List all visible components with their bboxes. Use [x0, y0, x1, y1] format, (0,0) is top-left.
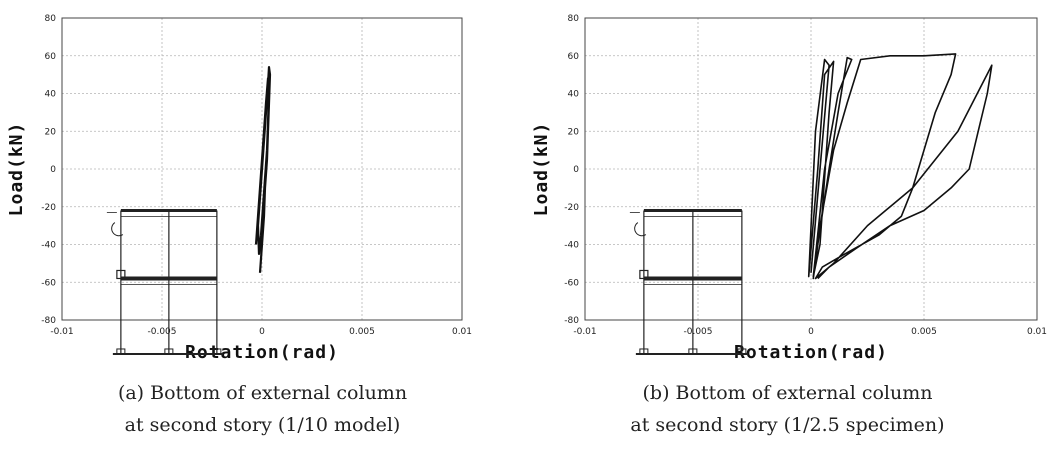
- plot-frame: [61, 17, 463, 321]
- chart-panel-b: 80 60 40 20 0 -20 -40 -60 -80 -0.01 -0.005 0 0.005 0.…: [525, 0, 1050, 460]
- chart-b-caption-line1: (b) Bottom of external column: [642, 382, 933, 404]
- x-tick-label: 0.01: [1027, 327, 1047, 337]
- y-tick-label: 40: [45, 90, 57, 100]
- x-tick-label: 0.005: [349, 327, 375, 337]
- y-tick-label: 80: [45, 14, 57, 24]
- frame-sketch-icon: [629, 209, 748, 355]
- y-axis-title: Load(kN): [6, 122, 27, 217]
- y-tick-label: -60: [564, 278, 579, 288]
- chart-a-caption-line1: (a) Bottom of external column: [117, 382, 408, 404]
- chart-b-caption-line2: at second story (1/2.5 specimen): [630, 414, 945, 436]
- y-tick-label: -40: [564, 241, 579, 251]
- y-tick-label: 60: [568, 52, 580, 62]
- chart-a-svg: 80 60 40 20 0 -20 -40 -60 -80-0.01 -0.005 0 0.005 0.…: [6, 14, 472, 363]
- x-tick-label: 0: [808, 327, 814, 337]
- y-tick-label: 40: [568, 90, 580, 100]
- y-tick-label: -80: [41, 316, 56, 326]
- x-tick-label: -0.005: [147, 327, 176, 337]
- x-tick-label: 0.01: [452, 327, 472, 337]
- y-tick-label: 20: [568, 127, 580, 137]
- x-tick-label: -0.01: [50, 327, 73, 337]
- series-line: [807, 53, 993, 280]
- y-tick-label: -20: [41, 203, 56, 213]
- plot-frame: [584, 17, 1038, 321]
- x-axis-title: Rotation(rad): [185, 342, 339, 363]
- x-tick-label: 0: [259, 327, 265, 337]
- y-tick-label: -80: [564, 316, 579, 326]
- y-tick-label: -60: [41, 278, 56, 288]
- x-tick-label: -0.005: [683, 327, 712, 337]
- x-tick-label: 0.005: [911, 327, 937, 337]
- y-tick-label: -20: [564, 203, 579, 213]
- chart-b-svg: 80 60 40 20 0 -20 -40 -60 -80-0.01 -0.005 0 0.005 0.…: [531, 14, 1047, 363]
- y-tick-label: -40: [41, 241, 56, 251]
- y-tick-label: 60: [45, 52, 57, 62]
- frame-sketch-icon: [106, 209, 223, 355]
- y-tick-label: 0: [573, 165, 579, 175]
- series-line: [254, 65, 272, 273]
- chart-panel-a: 80 60 40 20 0 -20 -40 -60 -80 -0.01 -0.005 0 0.005 0.…: [6, 14, 472, 436]
- chart-a-caption-line2: at second story (1/10 model): [124, 414, 401, 436]
- y-tick-label: 0: [50, 165, 56, 175]
- y-axis-title: Load(kN): [531, 122, 552, 217]
- y-tick-label: 20: [45, 127, 57, 137]
- x-axis-title: Rotation(rad): [734, 342, 888, 363]
- x-tick-label: -0.01: [573, 327, 596, 337]
- y-tick-label: 80: [568, 14, 580, 24]
